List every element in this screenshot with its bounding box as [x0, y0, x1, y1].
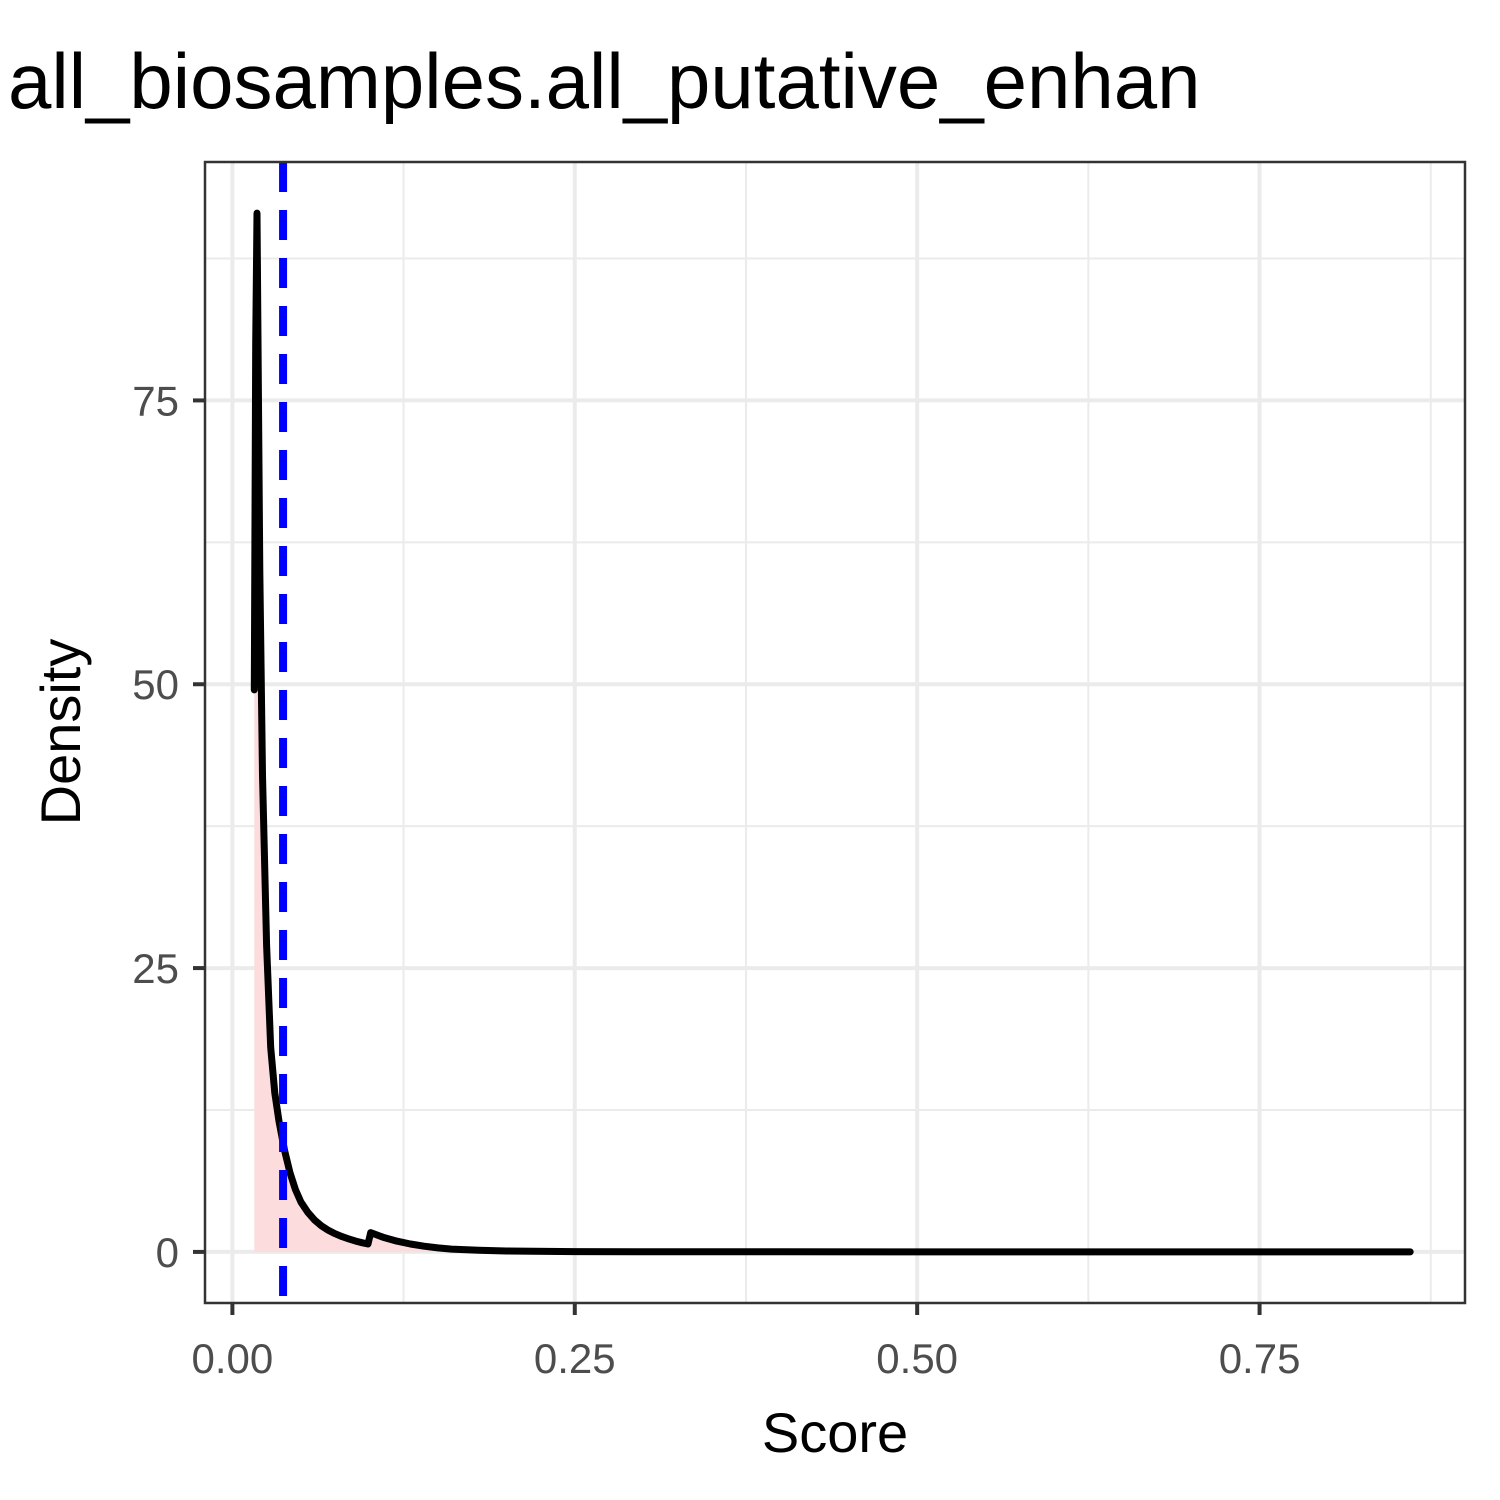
y-tick-label: 25: [132, 945, 179, 992]
y-tick-label: 75: [132, 377, 179, 424]
x-tick-label: 0.75: [1219, 1335, 1301, 1382]
density-area-layer: [254, 213, 1411, 1252]
y-tick-label: 0: [156, 1229, 179, 1276]
y-tick-label: 50: [132, 661, 179, 708]
y-axis-title: Density: [29, 639, 92, 826]
x-axis: 0.00 0.25 0.50 0.75: [192, 1303, 1301, 1382]
x-tick-label: 0.00: [192, 1335, 274, 1382]
grid-lines: [205, 162, 1465, 1303]
density-line-layer: [250, 209, 1414, 1256]
panel-border: [203, 160, 1467, 1305]
y-axis: 0 25 50 75: [132, 377, 205, 1276]
x-tick-label: 0.50: [876, 1335, 958, 1382]
x-axis-title: Score: [762, 1401, 908, 1464]
density-area: [254, 213, 1411, 1252]
density-line: [250, 209, 1414, 1256]
chart-title: all_biosamples.all_putative_enhan: [8, 37, 1201, 125]
x-tick-label: 0.25: [534, 1335, 616, 1382]
